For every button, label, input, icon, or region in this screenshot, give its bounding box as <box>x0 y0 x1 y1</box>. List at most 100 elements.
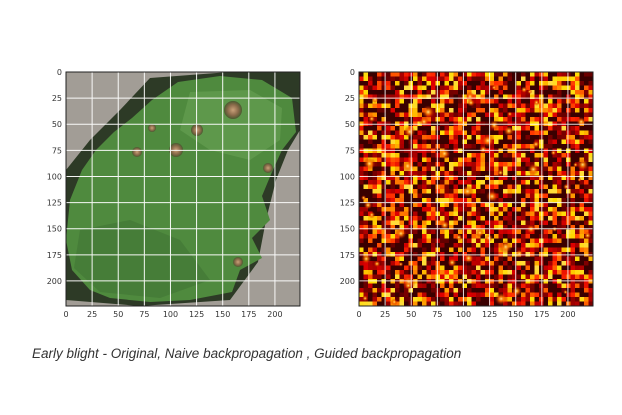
heatmap-cell <box>489 108 494 113</box>
heatmap-cell <box>471 234 476 239</box>
heatmap-cell <box>462 117 467 122</box>
x-tick-label: 200 <box>267 310 282 319</box>
heatmap-cell <box>557 225 562 230</box>
y-tick-label: 125 <box>47 199 62 208</box>
heatmap-cell <box>476 283 481 288</box>
heatmap-cell <box>431 216 436 221</box>
heatmap-cell <box>525 247 530 252</box>
heatmap-cell <box>507 274 512 279</box>
heatmap-cell <box>359 171 364 176</box>
heatmap-cell <box>417 274 422 279</box>
heatmap-cell <box>471 301 476 306</box>
heatmap-cell <box>557 135 562 140</box>
heatmap-cell <box>575 72 580 77</box>
heatmap-cell <box>413 225 418 230</box>
heatmap-cell <box>570 261 575 266</box>
heatmap-cell <box>426 157 431 162</box>
heatmap-cell <box>467 211 472 216</box>
heatmap-cell <box>381 220 386 225</box>
heatmap-cell <box>453 301 458 306</box>
heatmap-cell <box>390 216 395 221</box>
heatmap-cell <box>467 117 472 122</box>
heatmap-cell <box>534 126 539 131</box>
heatmap-cell <box>561 270 566 275</box>
heatmap-cell <box>516 162 521 167</box>
heatmap-cell <box>570 180 575 185</box>
heatmap-cell <box>444 193 449 198</box>
heatmap-cell <box>552 270 557 275</box>
heatmap-cell <box>471 72 476 77</box>
heatmap-cell <box>458 243 463 248</box>
heatmap-cell <box>386 301 391 306</box>
saliency-heatmap-panel <box>359 72 593 306</box>
heatmap-cell <box>390 207 395 212</box>
heatmap-cell <box>458 94 463 99</box>
heatmap-cell <box>521 144 526 149</box>
heatmap-cell <box>372 130 377 135</box>
heatmap-cell <box>386 153 391 158</box>
heatmap-cell <box>489 225 494 230</box>
heatmap-cell <box>570 243 575 248</box>
heatmap-cell <box>557 153 562 158</box>
heatmap-cell <box>588 292 593 297</box>
heatmap-cell <box>534 225 539 230</box>
heatmap-cell <box>449 229 454 234</box>
heatmap-cell <box>494 283 499 288</box>
heatmap-cell <box>395 283 400 288</box>
heatmap-cell <box>507 94 512 99</box>
heatmap-cell <box>503 72 508 77</box>
heatmap-cell <box>557 247 562 252</box>
heatmap-hotspot <box>455 233 463 242</box>
heatmap-cell <box>390 238 395 243</box>
heatmap-cell <box>521 216 526 221</box>
heatmap-cell <box>453 162 458 167</box>
heatmap-cell <box>422 166 427 171</box>
heatmap-cell <box>525 171 530 176</box>
heatmap-cell <box>521 297 526 302</box>
heatmap-cell <box>548 135 553 140</box>
heatmap-cell <box>390 144 395 149</box>
heatmap-cell <box>480 108 485 113</box>
heatmap-cell <box>552 238 557 243</box>
y-tick-label: 175 <box>340 251 355 260</box>
heatmap-cell <box>521 117 526 122</box>
heatmap-cell <box>386 94 391 99</box>
heatmap-cell <box>426 274 431 279</box>
heatmap-cell <box>426 117 431 122</box>
heatmap-cell <box>440 184 445 189</box>
heatmap-cell <box>381 162 386 167</box>
heatmap-cell <box>440 112 445 117</box>
heatmap-cell <box>458 270 463 275</box>
heatmap-cell <box>489 288 494 293</box>
heatmap-cell <box>530 247 535 252</box>
heatmap-cell <box>426 180 431 185</box>
heatmap-cell <box>476 117 481 122</box>
heatmap-cell <box>431 103 436 108</box>
leaf-highlight <box>180 90 282 160</box>
heatmap-cell <box>588 112 593 117</box>
heatmap-cell <box>476 274 481 279</box>
heatmap-cell <box>579 283 584 288</box>
heatmap-cell <box>377 72 382 77</box>
heatmap-cell <box>471 90 476 95</box>
heatmap-cell <box>458 301 463 306</box>
heatmap-cell <box>399 76 404 81</box>
heatmap-cell <box>440 189 445 194</box>
heatmap-cell <box>440 85 445 90</box>
heatmap-cell <box>575 297 580 302</box>
heatmap-cell <box>444 202 449 207</box>
heatmap-cell <box>395 76 400 81</box>
heatmap-cell <box>399 193 404 198</box>
heatmap-cell <box>548 139 553 144</box>
heatmap-cell <box>503 166 508 171</box>
heatmap-cell <box>480 180 485 185</box>
heatmap-cell <box>512 274 517 279</box>
heatmap-cell <box>575 108 580 113</box>
heatmap-cell <box>368 175 373 180</box>
heatmap-cell <box>372 265 377 270</box>
heatmap-cell <box>390 175 395 180</box>
heatmap-cell <box>399 297 404 302</box>
heatmap-cell <box>395 252 400 257</box>
heatmap-cell <box>543 157 548 162</box>
heatmap-cell <box>431 162 436 167</box>
